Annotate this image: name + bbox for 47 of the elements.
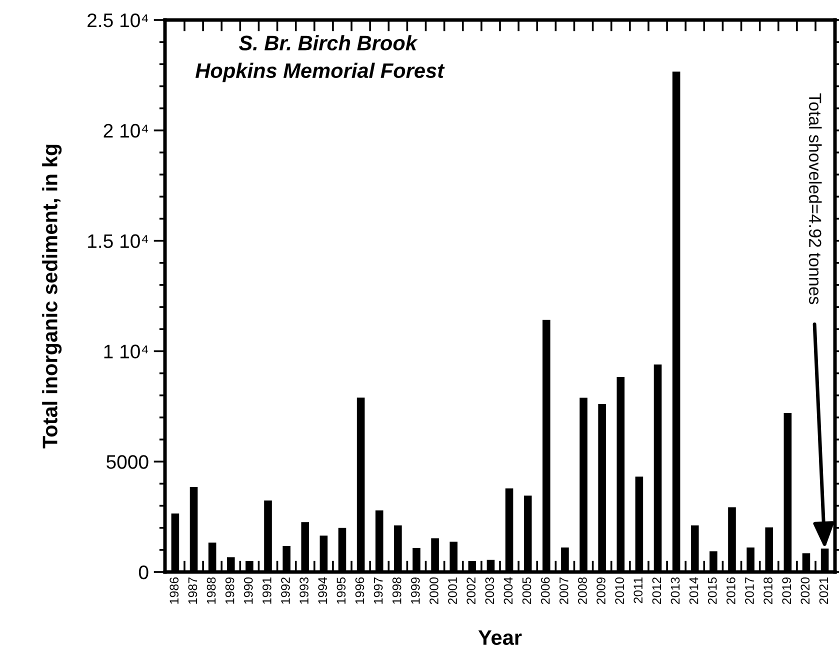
text: S. Br. Birch Brook [238, 35, 418, 50]
y-tick-label: 5000 [106, 455, 148, 469]
y-tick-label: 0 [138, 565, 148, 580]
x-tick-label: 2020 [800, 577, 810, 604]
x-tick-label: 2006 [540, 577, 550, 604]
x-tick-label: 2018 [764, 577, 772, 604]
y-tick-label: 1 10⁴ [104, 344, 148, 358]
x-tick-label: 2008 [578, 577, 587, 604]
x-tick-label: 1996 [355, 577, 364, 604]
x-tick-label: 2012 [652, 577, 662, 604]
x-tick-label: 1998 [392, 577, 402, 604]
x-tick-label: 2001 [448, 577, 457, 604]
x-tick-label: 2016 [726, 577, 736, 604]
x-tick-label: 1993 [300, 577, 308, 604]
y-tick-label: 2 10⁴ [104, 124, 148, 138]
x-tick-label: 1994 [318, 577, 328, 604]
y-tick-label: 2.5 10⁴ [88, 13, 148, 28]
x-tick-label: 2021 [819, 577, 828, 604]
x-tick-label: 1997 [374, 577, 383, 604]
x-tick-label: 1986 [170, 577, 179, 604]
x-tick-label: 2011 [634, 577, 643, 604]
x-tick-label: 2019 [782, 577, 792, 604]
annotation: Total shoveled=4.92 tonnes [808, 93, 822, 304]
y-axis-title: Total inorganic sediment, in kg [42, 144, 62, 448]
x-tick-label: 1988 [206, 577, 216, 604]
x-tick-label: 2000 [430, 577, 438, 604]
x-tick-label: 2004 [504, 577, 513, 604]
x-tick-label: 2003 [485, 577, 494, 604]
x-tick-label: 1989 [225, 577, 234, 604]
x-tick-label: 1995 [336, 577, 346, 604]
x-tick-label: 2010 [615, 577, 624, 604]
x-tick-label: 2014 [689, 577, 698, 604]
x-tick-label: 1987 [188, 577, 198, 604]
x-tick-label: 2015 [708, 577, 717, 604]
x-tick-label: 1992 [281, 577, 290, 604]
y-tick-label: 1.5 10⁴ [88, 234, 148, 248]
x-tick-label: 2002 [466, 577, 476, 604]
x-tick-label: 2009 [596, 577, 606, 604]
x-tick-label: 1991 [262, 577, 272, 604]
x-tick-label: 2005 [522, 577, 532, 604]
x-tick-label: 1999 [410, 577, 420, 604]
x-tick-label: 2007 [559, 577, 568, 604]
text: Hopkins Memorial Forest [196, 62, 445, 82]
x-tick-label: 2017 [745, 577, 754, 604]
x-tick-label: 1990 [244, 577, 253, 604]
x-tick-label: 2013 [670, 577, 680, 604]
x-axis-title: Year [478, 630, 522, 645]
